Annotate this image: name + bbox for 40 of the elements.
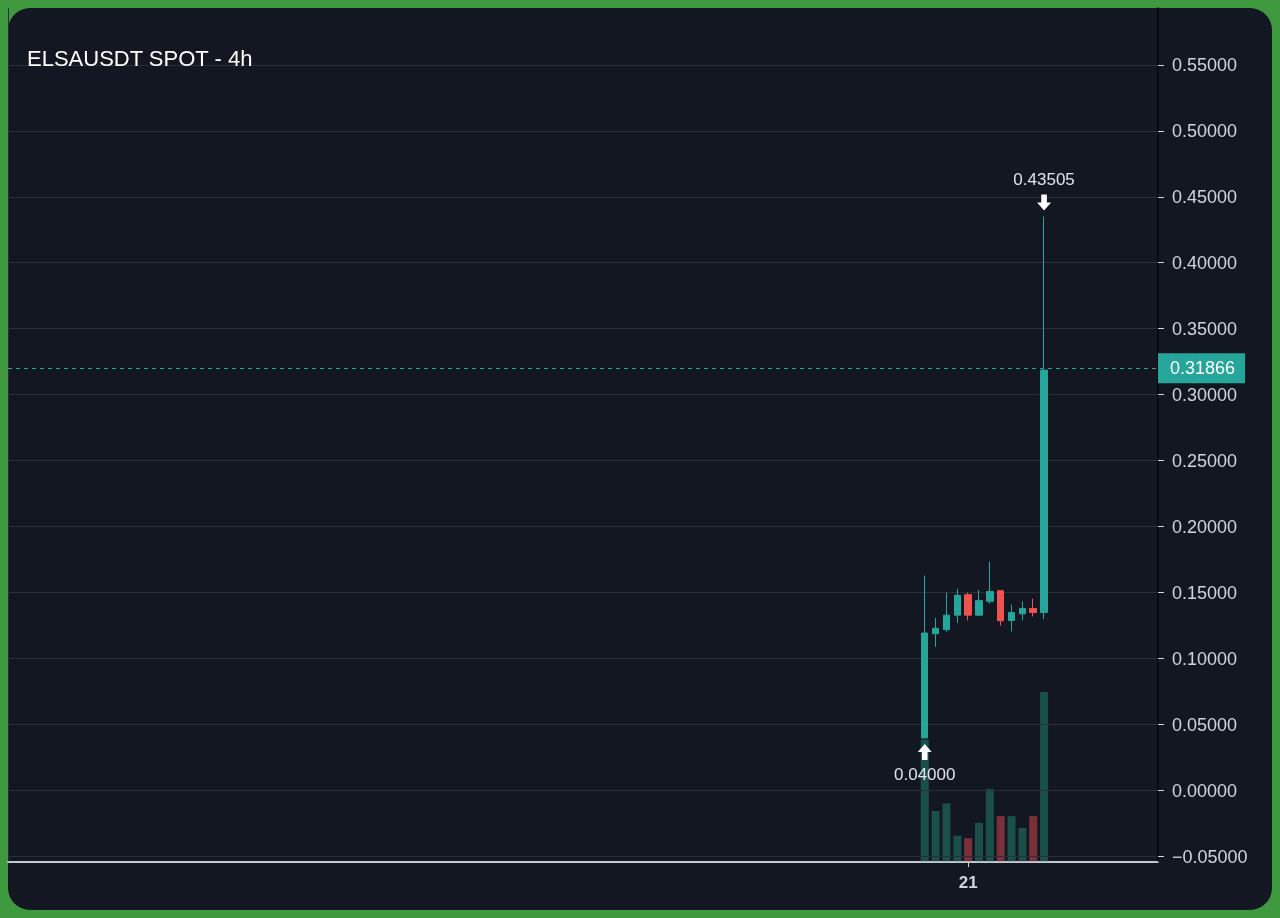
annotation: 0.43505 <box>1013 170 1075 190</box>
bar <box>1018 828 1027 862</box>
candlestick <box>943 592 950 633</box>
candlestick <box>954 588 961 624</box>
y-tick-label: 0.05000 <box>1172 714 1238 735</box>
y-tick-label: 0.45000 <box>1172 186 1238 207</box>
candlestick <box>1029 598 1037 617</box>
candlestick <box>964 592 972 621</box>
ref-line-label: 0.31866 <box>1170 358 1236 379</box>
bar <box>953 835 962 862</box>
text: ELSAUSDT SPOT - 4h <box>27 45 253 71</box>
y-tick-label: 0.00000 <box>1172 780 1238 801</box>
y-tick-label: 0.55000 <box>1172 54 1238 75</box>
candlestick <box>986 561 994 605</box>
y-tick-label: 0.20000 <box>1172 516 1238 537</box>
y-tick-label: 0.10000 <box>1172 648 1238 669</box>
y-tick-label: −0.05000 <box>1172 846 1248 867</box>
annotation: 0.04000 <box>894 764 956 784</box>
candlestick <box>997 589 1004 627</box>
bar <box>1040 692 1049 862</box>
bar <box>1007 816 1016 862</box>
y-tick-label: 0.30000 <box>1172 384 1238 405</box>
y-tick-label: 0.40000 <box>1172 252 1238 273</box>
y-tick-label: 0.35000 <box>1172 318 1238 339</box>
bar <box>985 788 994 862</box>
candlestick <box>1008 604 1015 633</box>
candlestick <box>932 617 939 648</box>
bar <box>942 803 951 862</box>
bar <box>974 822 983 862</box>
text: 21 <box>958 872 978 892</box>
bar <box>931 811 940 862</box>
candlestick <box>921 575 928 739</box>
y-tick-label: 0.15000 <box>1172 582 1238 603</box>
candlestick <box>1019 600 1026 621</box>
bar <box>1029 816 1038 862</box>
y-tick-label: 0.25000 <box>1172 450 1238 471</box>
bar <box>964 838 973 862</box>
bar <box>996 816 1005 862</box>
candlestick <box>975 589 983 617</box>
y-tick-label: 0.50000 <box>1172 120 1238 141</box>
